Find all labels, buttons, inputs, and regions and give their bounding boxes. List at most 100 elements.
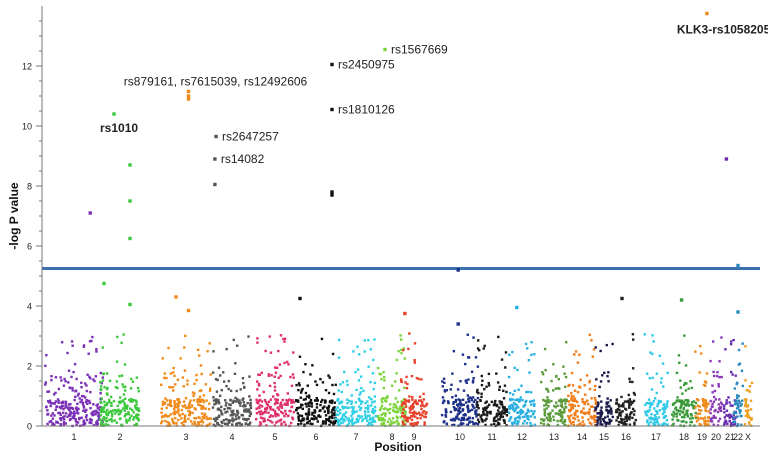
snp-point [380, 400, 384, 404]
snp-point [280, 423, 283, 426]
snp-point [59, 376, 62, 379]
snp-point [652, 399, 656, 403]
snp-point [305, 395, 309, 398]
snp-point [681, 402, 684, 406]
snp-point [76, 402, 79, 406]
snp-point [503, 421, 506, 424]
snp-point [469, 396, 473, 400]
snp-point [46, 390, 49, 393]
snp-point [196, 348, 200, 352]
snp-point [343, 406, 346, 409]
snp-point [671, 403, 675, 406]
snp-point [748, 421, 751, 424]
snp-point [285, 398, 288, 402]
snp-point [736, 423, 740, 426]
snp-point [242, 381, 245, 385]
snp-point [620, 395, 623, 399]
snp-point [216, 422, 219, 425]
snp-point [559, 408, 562, 412]
snp-point [377, 414, 380, 418]
snp-point [647, 398, 651, 401]
snp-point [346, 383, 349, 387]
snp-point [553, 404, 556, 408]
snp-point [656, 410, 659, 414]
snp-point [492, 417, 496, 420]
snp-point [610, 410, 613, 413]
x-tick-label: 15 [599, 432, 609, 442]
snp-point [101, 372, 105, 376]
snp-point [632, 413, 636, 416]
snp-point [507, 375, 511, 379]
snp-point [573, 389, 577, 392]
significant-snp-point [128, 236, 132, 241]
snp-point [621, 410, 624, 413]
snp-point [351, 412, 355, 415]
snp-point [457, 418, 460, 421]
snp-point [199, 364, 203, 367]
snp-point [744, 398, 748, 401]
snp-point [348, 399, 351, 403]
snp-point [289, 398, 293, 402]
snp-point [675, 409, 679, 412]
snp-point [521, 415, 525, 419]
snp-point [484, 401, 487, 405]
snp-point [485, 414, 489, 417]
snp-point [172, 366, 175, 370]
snp-point [359, 399, 362, 403]
snp-point [228, 407, 232, 410]
snp-point [455, 403, 459, 407]
snp-point [517, 420, 520, 423]
snp-point [340, 421, 343, 425]
snp-point [336, 398, 340, 401]
snp-point [313, 409, 316, 412]
snp-point [264, 400, 268, 404]
snp-point [63, 418, 66, 421]
significant-snp-point [330, 62, 334, 67]
snp-point [83, 421, 86, 425]
snp-point [737, 348, 741, 352]
snp-point [450, 383, 453, 387]
snp-point [231, 411, 234, 415]
snp-point [275, 398, 279, 401]
snp-point [227, 421, 231, 424]
snp-point [135, 400, 138, 403]
y-tick-label: 12 [22, 62, 32, 72]
snp-point [123, 404, 127, 407]
snp-point [99, 392, 102, 395]
snp-point [191, 411, 194, 415]
snp-point [207, 423, 210, 427]
snp-point [734, 411, 738, 415]
snp-point [462, 413, 465, 417]
snp-point [671, 418, 674, 421]
snp-point [260, 371, 264, 375]
snp-point [137, 407, 140, 410]
significant-snp-point [330, 107, 334, 112]
snp-point [471, 403, 474, 407]
snp-point [702, 383, 706, 387]
snp-point [61, 416, 65, 419]
snp-point [222, 371, 225, 374]
snp-point [504, 366, 507, 369]
snp-point [513, 409, 516, 413]
snp-point [744, 402, 748, 405]
snp-point [306, 421, 309, 424]
snp-point [671, 413, 674, 416]
snp-point [519, 408, 523, 412]
snp-point [64, 403, 67, 406]
snp-point [67, 406, 71, 409]
snp-point [496, 381, 500, 384]
snp-point [423, 415, 426, 418]
snp-point [484, 408, 487, 412]
snp-point [404, 411, 407, 414]
snp-point [187, 413, 191, 417]
snp-point [51, 422, 55, 426]
snp-point [297, 382, 301, 385]
snp-point [658, 354, 661, 357]
snp-point [522, 422, 525, 425]
snp-point [346, 401, 349, 405]
snp-point [405, 386, 409, 390]
snp-point [735, 399, 738, 402]
snp-point [193, 422, 197, 426]
snp-point [389, 403, 392, 406]
snp-point [704, 401, 708, 404]
